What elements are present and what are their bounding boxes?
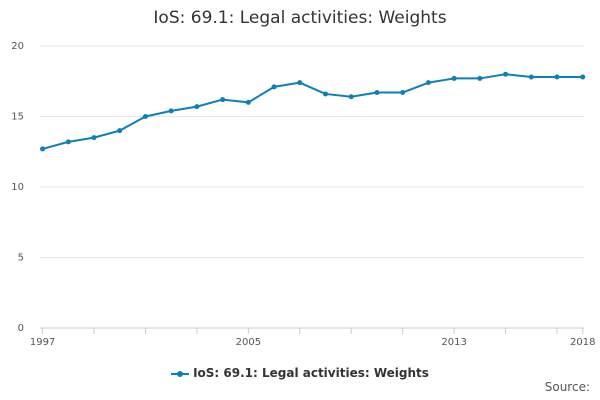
data-point [245,99,251,105]
y-tick-label: 0 [18,323,24,334]
data-point [220,97,226,103]
legend-series-marker-icon [171,367,190,379]
data-point [323,91,329,97]
y-tick-label: 10 [11,182,24,193]
data-point [40,146,46,152]
y-tick-label: 15 [11,112,24,123]
data-point [425,80,431,86]
data-point [451,75,457,81]
x-tick-label: 2018 [570,337,595,348]
x-tick-label: 1997 [30,337,55,348]
data-point [580,74,586,80]
y-tick-label: 20 [11,41,24,52]
x-tick-label: 2005 [236,337,261,348]
data-point [142,114,148,119]
y-tick-label: 5 [18,253,24,264]
data-point [400,90,406,96]
data-point [91,135,97,141]
legend-series-label: IoS: 69.1: Legal activities: Weights [193,366,429,380]
x-tick-label: 2013 [441,337,466,348]
data-point [554,74,560,80]
series-line [42,73,583,150]
data-point [528,74,534,80]
source-label: Source: [544,380,590,394]
data-point [117,128,123,134]
chart-title: IoS: 69.1: Legal activities: Weights [153,8,447,28]
data-point [194,104,200,110]
data-point [168,108,174,114]
data-point [503,71,509,77]
data-point [374,90,380,96]
legend[interactable]: IoS: 69.1: Legal activities: Weights [0,366,600,380]
data-point [65,139,71,145]
data-point [477,75,483,81]
data-point [297,80,303,86]
data-point [348,94,354,100]
data-point [271,84,277,90]
